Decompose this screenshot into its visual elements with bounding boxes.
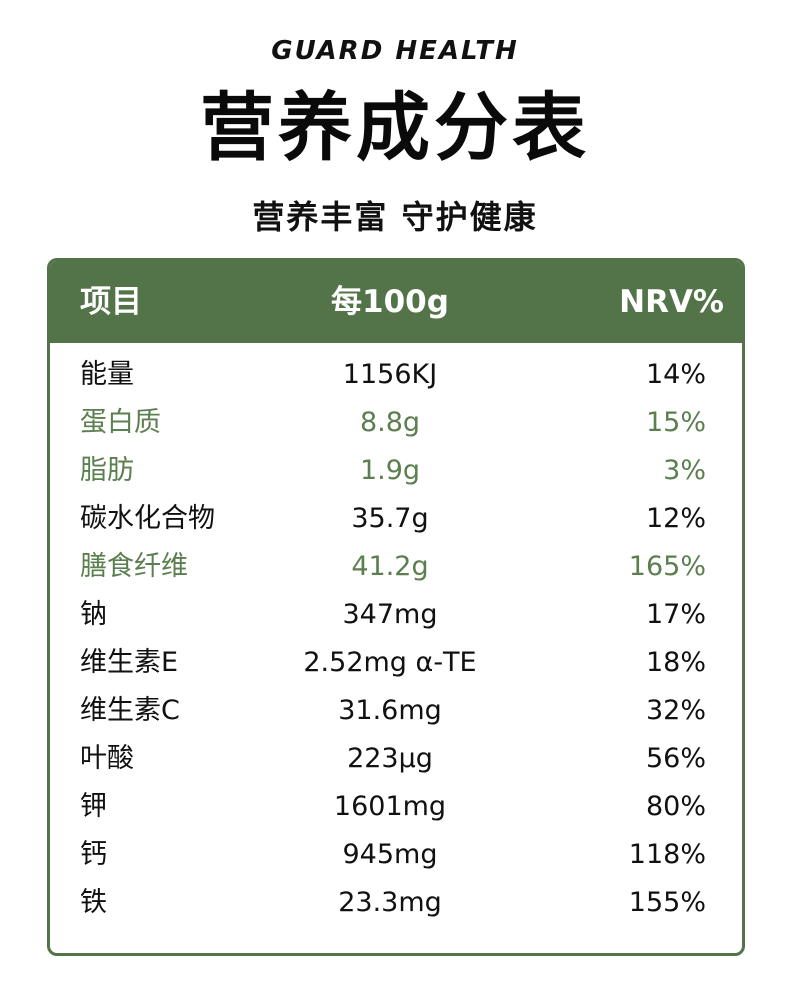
table-row: 维生素E 2.52mg α-TE 18% [50,639,742,687]
row-nrv: 56% [645,743,706,774]
table-row: 钾 1601mg 80% [50,783,742,831]
row-per100g: 223μg [347,743,433,774]
table-row: 脂肪 1.9g 3% [50,447,742,495]
table-row: 蛋白质 8.8g 15% [50,399,742,447]
table-row: 能量 1156KJ 14% [50,351,742,399]
row-per100g: 1156KJ [342,359,438,390]
row-per100g: 23.3mg [338,887,442,918]
page-title: 营养成分表 [200,85,590,171]
row-item: 能量 [80,359,134,390]
table-body: 能量 1156KJ 14% 蛋白质 8.8g 15% 脂肪 1.9g 3% 碳水化合物 35.7g 1… [50,351,742,927]
row-item: 钙 [80,839,107,870]
page-subtitle: 营养丰富 守护健康 [252,198,538,236]
table-row: 维生素C 31.6mg 32% [50,687,742,735]
row-item: 蛋白质 [80,407,161,438]
row-per100g: 2.52mg α-TE [303,647,477,678]
nutrition-table: 项目 每100g NRV% 能量 1156KJ 14% 蛋白质 8.8g 15% 脂肪 1.9… [47,258,745,956]
row-item: 维生素E [80,647,179,678]
row-per100g: 1.9g [359,455,421,486]
table-row: 碳水化合物 35.7g 12% [50,495,742,543]
row-item: 脂肪 [80,455,134,486]
row-per100g: 945mg [342,839,438,870]
table-row: 叶酸 223μg 56% [50,735,742,783]
row-item: 叶酸 [80,743,134,774]
row-nrv: 165% [628,551,706,582]
row-nrv: 32% [645,695,706,726]
row-per100g: 31.6mg [338,695,442,726]
row-nrv: 80% [645,791,706,822]
row-item: 铁 [80,887,107,918]
row-nrv: 12% [645,503,706,534]
brand-name: GUARD HEALTH [271,36,519,66]
header-nrv: NRV% [619,284,724,320]
row-nrv: 18% [645,647,706,678]
row-per100g: 8.8g [359,407,421,438]
row-nrv: 17% [645,599,706,630]
header-item: 项目 [80,284,142,320]
row-nrv: 155% [628,887,706,918]
row-per100g: 35.7g [351,503,429,534]
row-per100g: 347mg [342,599,438,630]
header-per100g: 每100g [331,284,449,320]
table-row: 钙 945mg 118% [50,831,742,879]
row-nrv: 14% [645,359,706,390]
table-header: 项目 每100g NRV% [50,261,742,343]
row-item: 钠 [80,599,107,630]
row-per100g: 1601mg [333,791,447,822]
row-item: 维生素C [80,695,180,726]
table-row: 钠 347mg 17% [50,591,742,639]
row-item: 碳水化合物 [80,503,215,534]
row-per100g: 41.2g [351,551,429,582]
table-row: 铁 23.3mg 155% [50,879,742,927]
row-item: 膳食纤维 [80,551,188,582]
row-nrv: 118% [628,839,706,870]
row-nrv: 3% [663,455,706,486]
table-row: 膳食纤维 41.2g 165% [50,543,742,591]
row-item: 钾 [80,791,107,822]
row-nrv: 15% [645,407,706,438]
